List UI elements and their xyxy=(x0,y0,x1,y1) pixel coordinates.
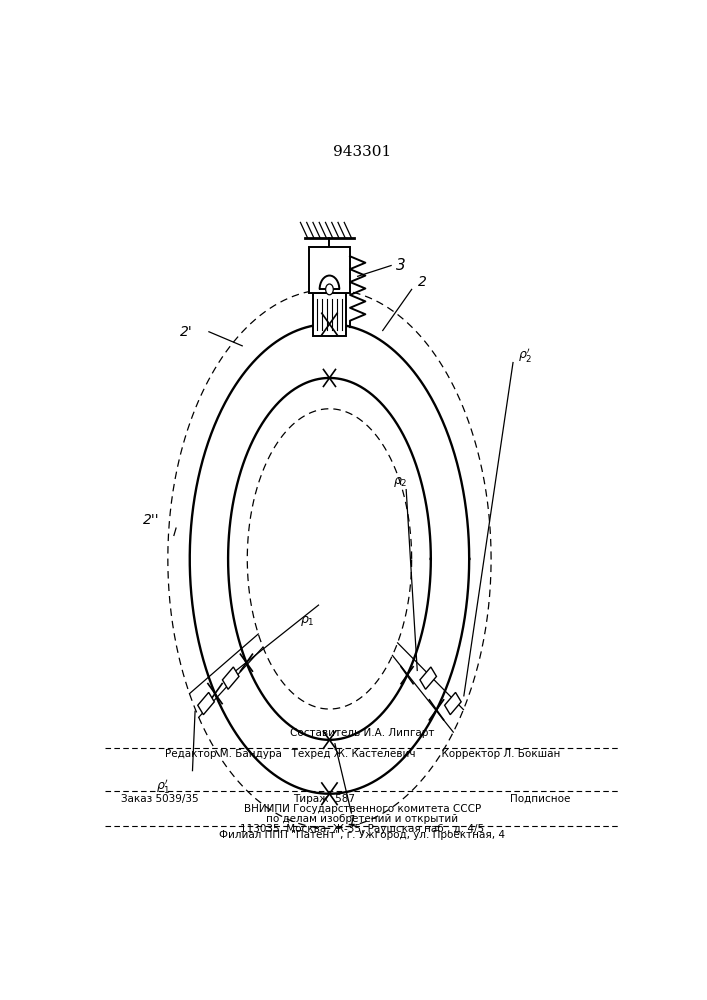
Text: 2'': 2'' xyxy=(143,513,160,527)
Text: 1: 1 xyxy=(347,814,356,828)
Text: 2: 2 xyxy=(418,275,427,289)
Bar xyxy=(313,293,346,336)
Text: 3: 3 xyxy=(395,258,405,273)
Bar xyxy=(309,247,350,293)
Polygon shape xyxy=(445,692,461,715)
Text: $\rho_2'$: $\rho_2'$ xyxy=(518,346,533,364)
Text: по делам изобретений и открытий: по делам изобретений и открытий xyxy=(267,814,458,824)
Circle shape xyxy=(326,284,333,295)
Polygon shape xyxy=(198,692,214,715)
Circle shape xyxy=(319,274,340,305)
Polygon shape xyxy=(223,667,239,689)
Polygon shape xyxy=(420,667,436,689)
Text: 113035, Москва, Ж-35, Раушская наб., д. 4/5: 113035, Москва, Ж-35, Раушская наб., д. … xyxy=(240,824,484,834)
Text: $\rho_2$: $\rho_2$ xyxy=(393,475,408,489)
Text: $\rho_1'$: $\rho_1'$ xyxy=(156,777,170,795)
Text: Подписное: Подписное xyxy=(510,794,571,804)
Text: ВНИИПИ Государственного комитета СССР: ВНИИПИ Государственного комитета СССР xyxy=(244,804,481,814)
Text: Составитель И.А. Липгарт: Составитель И.А. Липгарт xyxy=(290,728,435,738)
Text: Заказ 5039/35: Заказ 5039/35 xyxy=(122,794,199,804)
Text: 2': 2' xyxy=(180,325,192,339)
Text: $\rho_1$: $\rho_1$ xyxy=(300,613,315,628)
Text: Тираж  587: Тираж 587 xyxy=(293,794,355,804)
Text: Редактор М. Бандура   Техред Ж. Кастелевич        Корректор Л. Бокшан: Редактор М. Бандура Техред Ж. Кастелевич… xyxy=(165,749,560,759)
Text: Филиал ППП "Патент", г. Ужгород, ул. Проектная, 4: Филиал ППП "Патент", г. Ужгород, ул. Про… xyxy=(219,830,506,840)
Text: 943301: 943301 xyxy=(333,145,392,159)
